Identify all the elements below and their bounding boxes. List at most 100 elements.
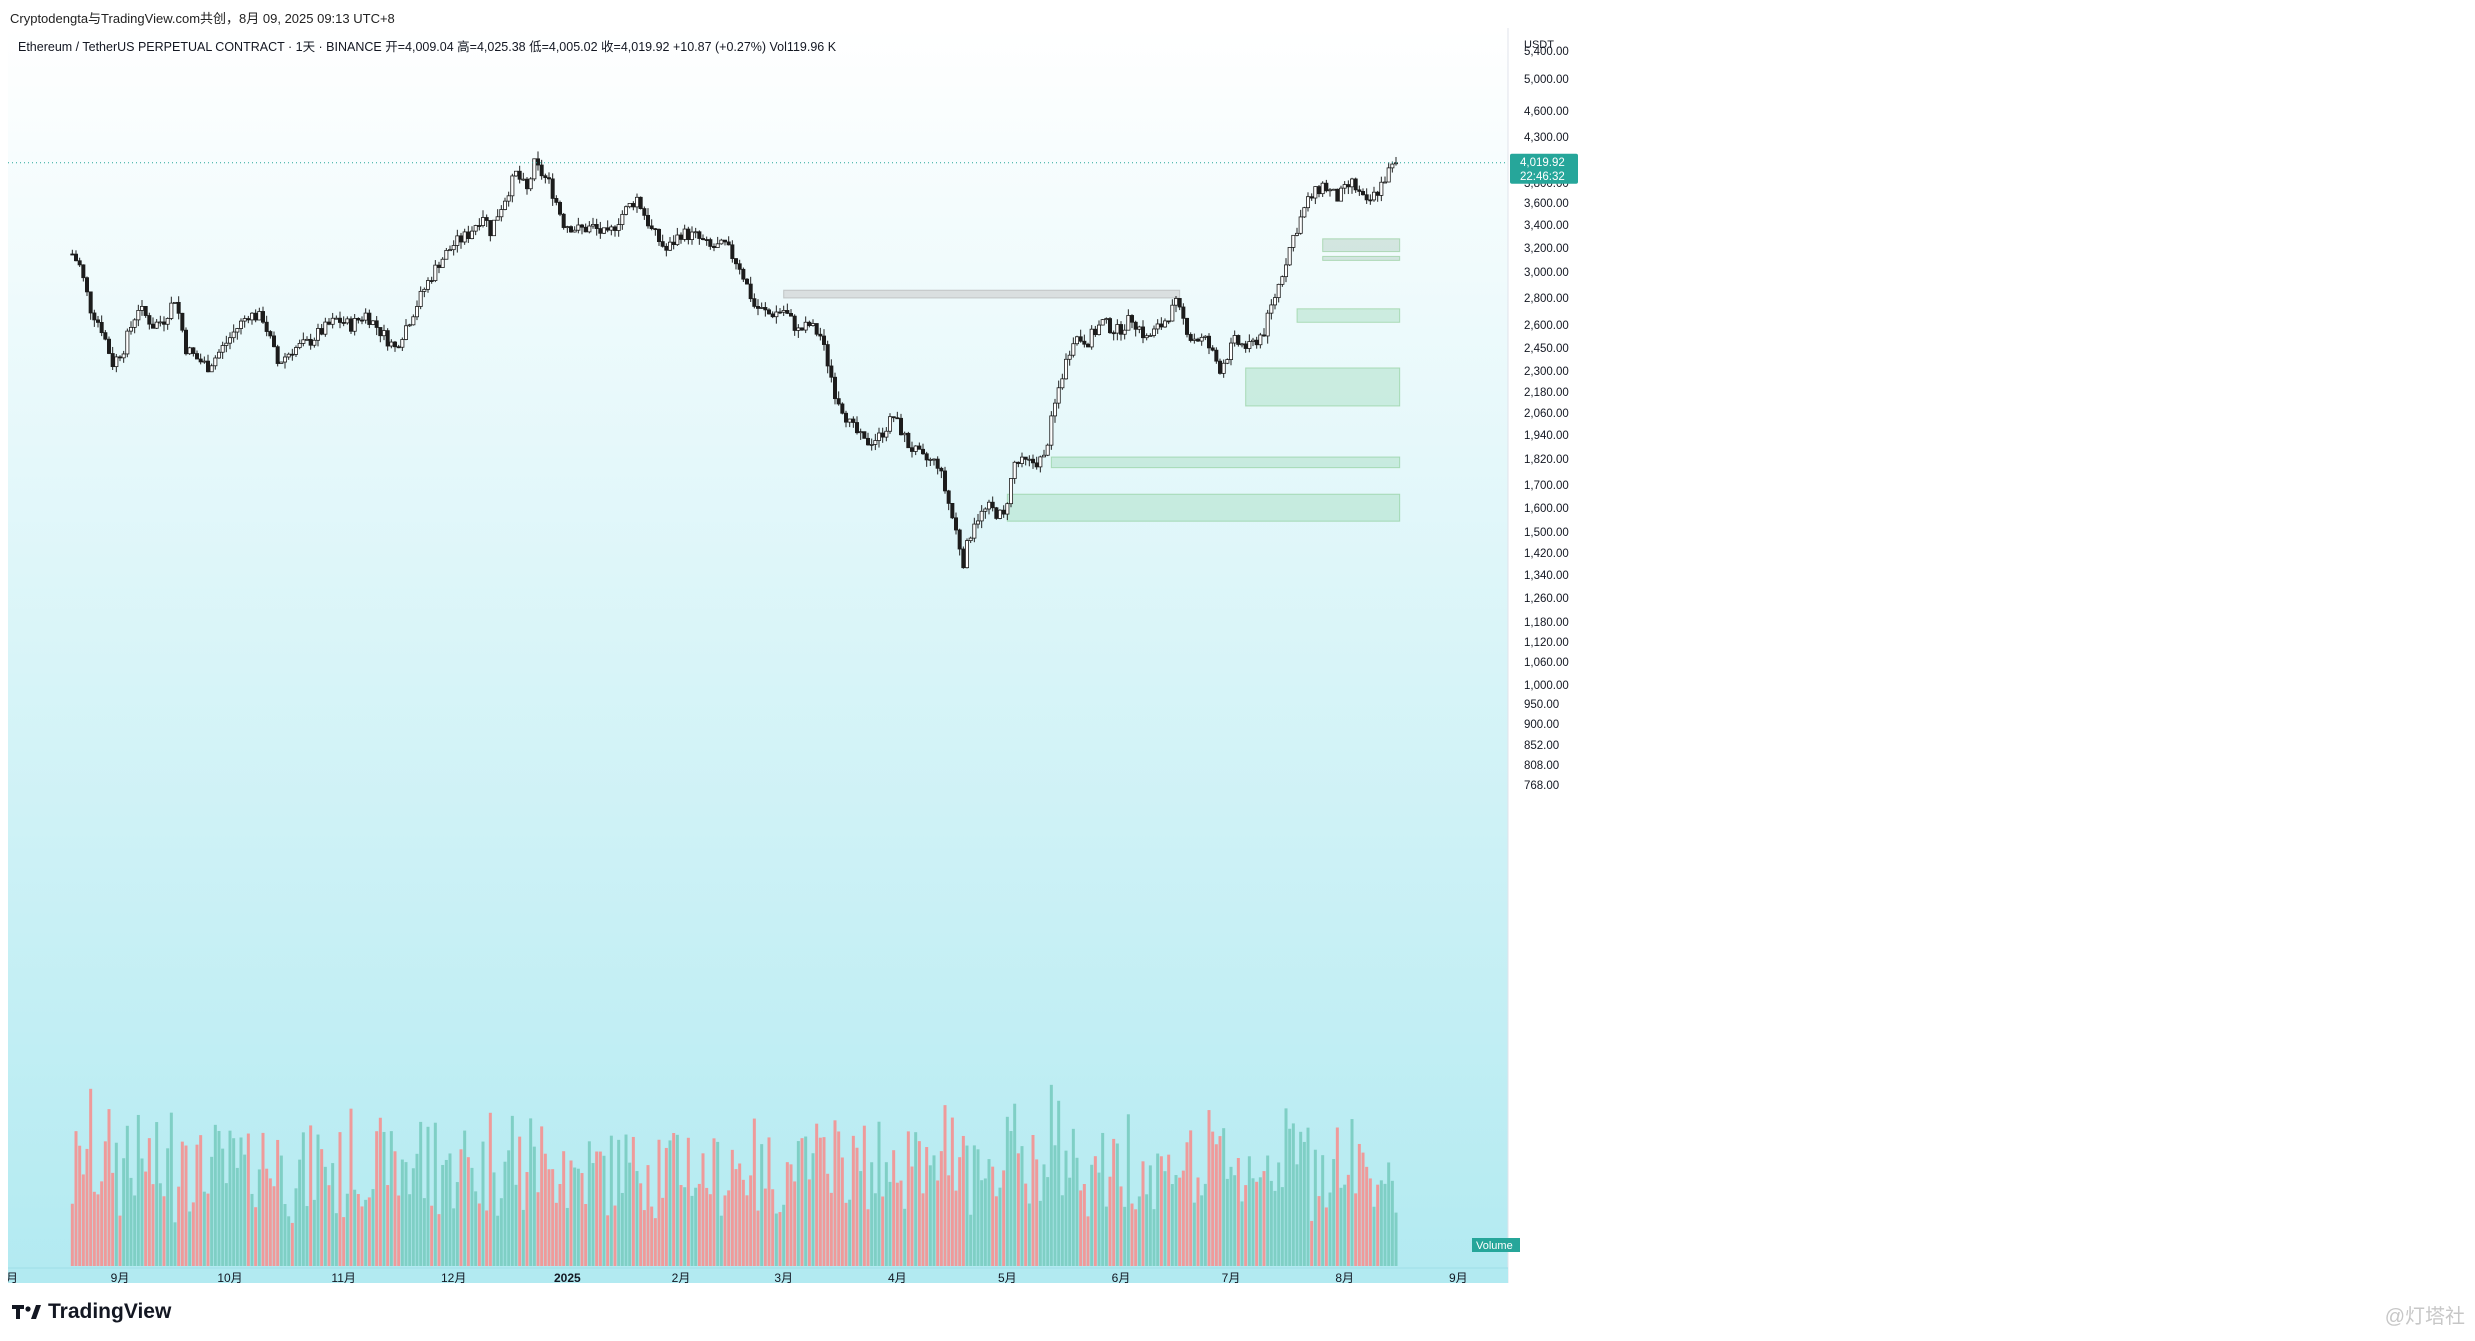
volume-bar	[459, 1149, 463, 1266]
volume-bar	[576, 1168, 580, 1266]
candle-body	[811, 323, 816, 326]
candle-body	[844, 412, 849, 423]
volume-bar	[1042, 1164, 1046, 1266]
candle-body	[1137, 326, 1142, 330]
volume-bar	[1024, 1183, 1028, 1266]
volume-bar	[1178, 1177, 1182, 1266]
candle-body	[737, 263, 742, 270]
volume-bar	[74, 1131, 78, 1266]
candle-body	[748, 283, 753, 300]
volume-bar	[408, 1194, 412, 1266]
volume-bar	[573, 1167, 577, 1266]
volume-bar	[122, 1158, 126, 1266]
volume-bar	[972, 1145, 976, 1266]
candle-body	[1188, 334, 1193, 341]
candle-body	[84, 277, 89, 293]
volume-bar	[481, 1141, 485, 1266]
candle-body	[598, 228, 603, 234]
volume-bar	[756, 1210, 760, 1266]
volume-bar	[397, 1195, 401, 1266]
volume-bar	[1354, 1193, 1358, 1266]
candle-body	[257, 311, 262, 321]
volume-bar	[936, 1180, 940, 1266]
volume-bar	[316, 1134, 320, 1266]
candle-body	[624, 206, 629, 215]
candle-body	[781, 310, 786, 313]
candle-body	[880, 432, 885, 438]
price-tick-label: 1,000.00	[1524, 680, 1569, 692]
candle-body	[1214, 349, 1219, 362]
candle-body	[1166, 320, 1171, 323]
candle-body	[235, 328, 240, 333]
volume-bar	[1280, 1187, 1284, 1266]
volume-bar	[177, 1186, 181, 1266]
candle-body	[884, 430, 889, 438]
volume-bar	[870, 1162, 874, 1266]
volume-bar	[1368, 1178, 1372, 1266]
volume-bar	[650, 1206, 654, 1266]
candle-body	[327, 321, 332, 325]
volume-bar	[254, 1207, 258, 1266]
candle-body	[657, 228, 662, 242]
candle-body	[1342, 184, 1347, 189]
price-tick-label: 2,450.00	[1524, 343, 1569, 355]
candle-body	[994, 507, 999, 519]
volume-bar	[829, 1192, 833, 1266]
time-tick-label: 月	[8, 1271, 18, 1283]
volume-bar	[1247, 1156, 1251, 1266]
volume-bar	[1189, 1130, 1193, 1266]
volume-bar	[708, 1194, 712, 1266]
candle-body	[1361, 191, 1366, 196]
candle-body	[184, 329, 189, 355]
volume-bar	[180, 1141, 184, 1266]
candle-body	[301, 339, 306, 344]
volume-bar	[932, 1155, 936, 1266]
tradingview-logo[interactable]: TradingView	[12, 1300, 171, 1324]
candle-body	[745, 278, 750, 285]
volume-bar	[987, 1159, 991, 1266]
candle-body	[426, 280, 431, 290]
candle-body	[917, 445, 922, 450]
candle-body	[352, 318, 357, 332]
volume-bar	[184, 1145, 188, 1266]
chart-area[interactable]: USDT 5,400.00 5,000.00 4,600.00 4,300.00 3,80…	[8, 28, 2475, 1283]
candle-body	[1335, 188, 1340, 202]
volume-bar	[243, 1154, 247, 1266]
volume-bar	[1159, 1156, 1163, 1266]
volume-bar	[338, 1132, 342, 1266]
volume-bar	[140, 1158, 144, 1266]
volume-badge	[1472, 1238, 1520, 1252]
zone-supply	[783, 289, 1181, 299]
zone-demand	[1245, 367, 1401, 407]
candle-body	[1009, 478, 1014, 505]
candle-body	[103, 332, 108, 340]
candle-body	[547, 177, 552, 180]
volume-bar	[631, 1136, 635, 1266]
volume-bar	[565, 1207, 569, 1266]
volume-bar	[1317, 1196, 1321, 1266]
candle-body	[675, 234, 680, 246]
volume-bar	[1027, 1203, 1031, 1266]
price-tick-label: 1,340.00	[1524, 570, 1569, 582]
volume-bar	[1148, 1165, 1152, 1266]
candle-body	[81, 264, 86, 279]
volume-bar	[133, 1195, 137, 1266]
candle-body	[866, 437, 871, 446]
candle-body	[671, 241, 676, 246]
volume-bar	[1346, 1174, 1350, 1266]
candle-body	[319, 328, 324, 335]
candle-body	[231, 331, 236, 339]
candle-body	[1375, 191, 1380, 196]
candle-body	[957, 529, 962, 550]
volume-bar	[89, 1088, 93, 1266]
price-chart[interactable]: USDT5,400.005,000.004,600.004,300.003,80…	[8, 28, 2475, 1283]
candle-body	[686, 228, 691, 240]
candle-body	[506, 195, 511, 202]
candle-body	[286, 353, 291, 358]
volume-bar	[474, 1191, 478, 1266]
candle-body	[1045, 444, 1050, 456]
currency-label: USDT	[1524, 39, 1554, 51]
candle-body	[1276, 283, 1281, 299]
candle-body	[1185, 317, 1190, 335]
volume-bar	[1174, 1175, 1178, 1266]
